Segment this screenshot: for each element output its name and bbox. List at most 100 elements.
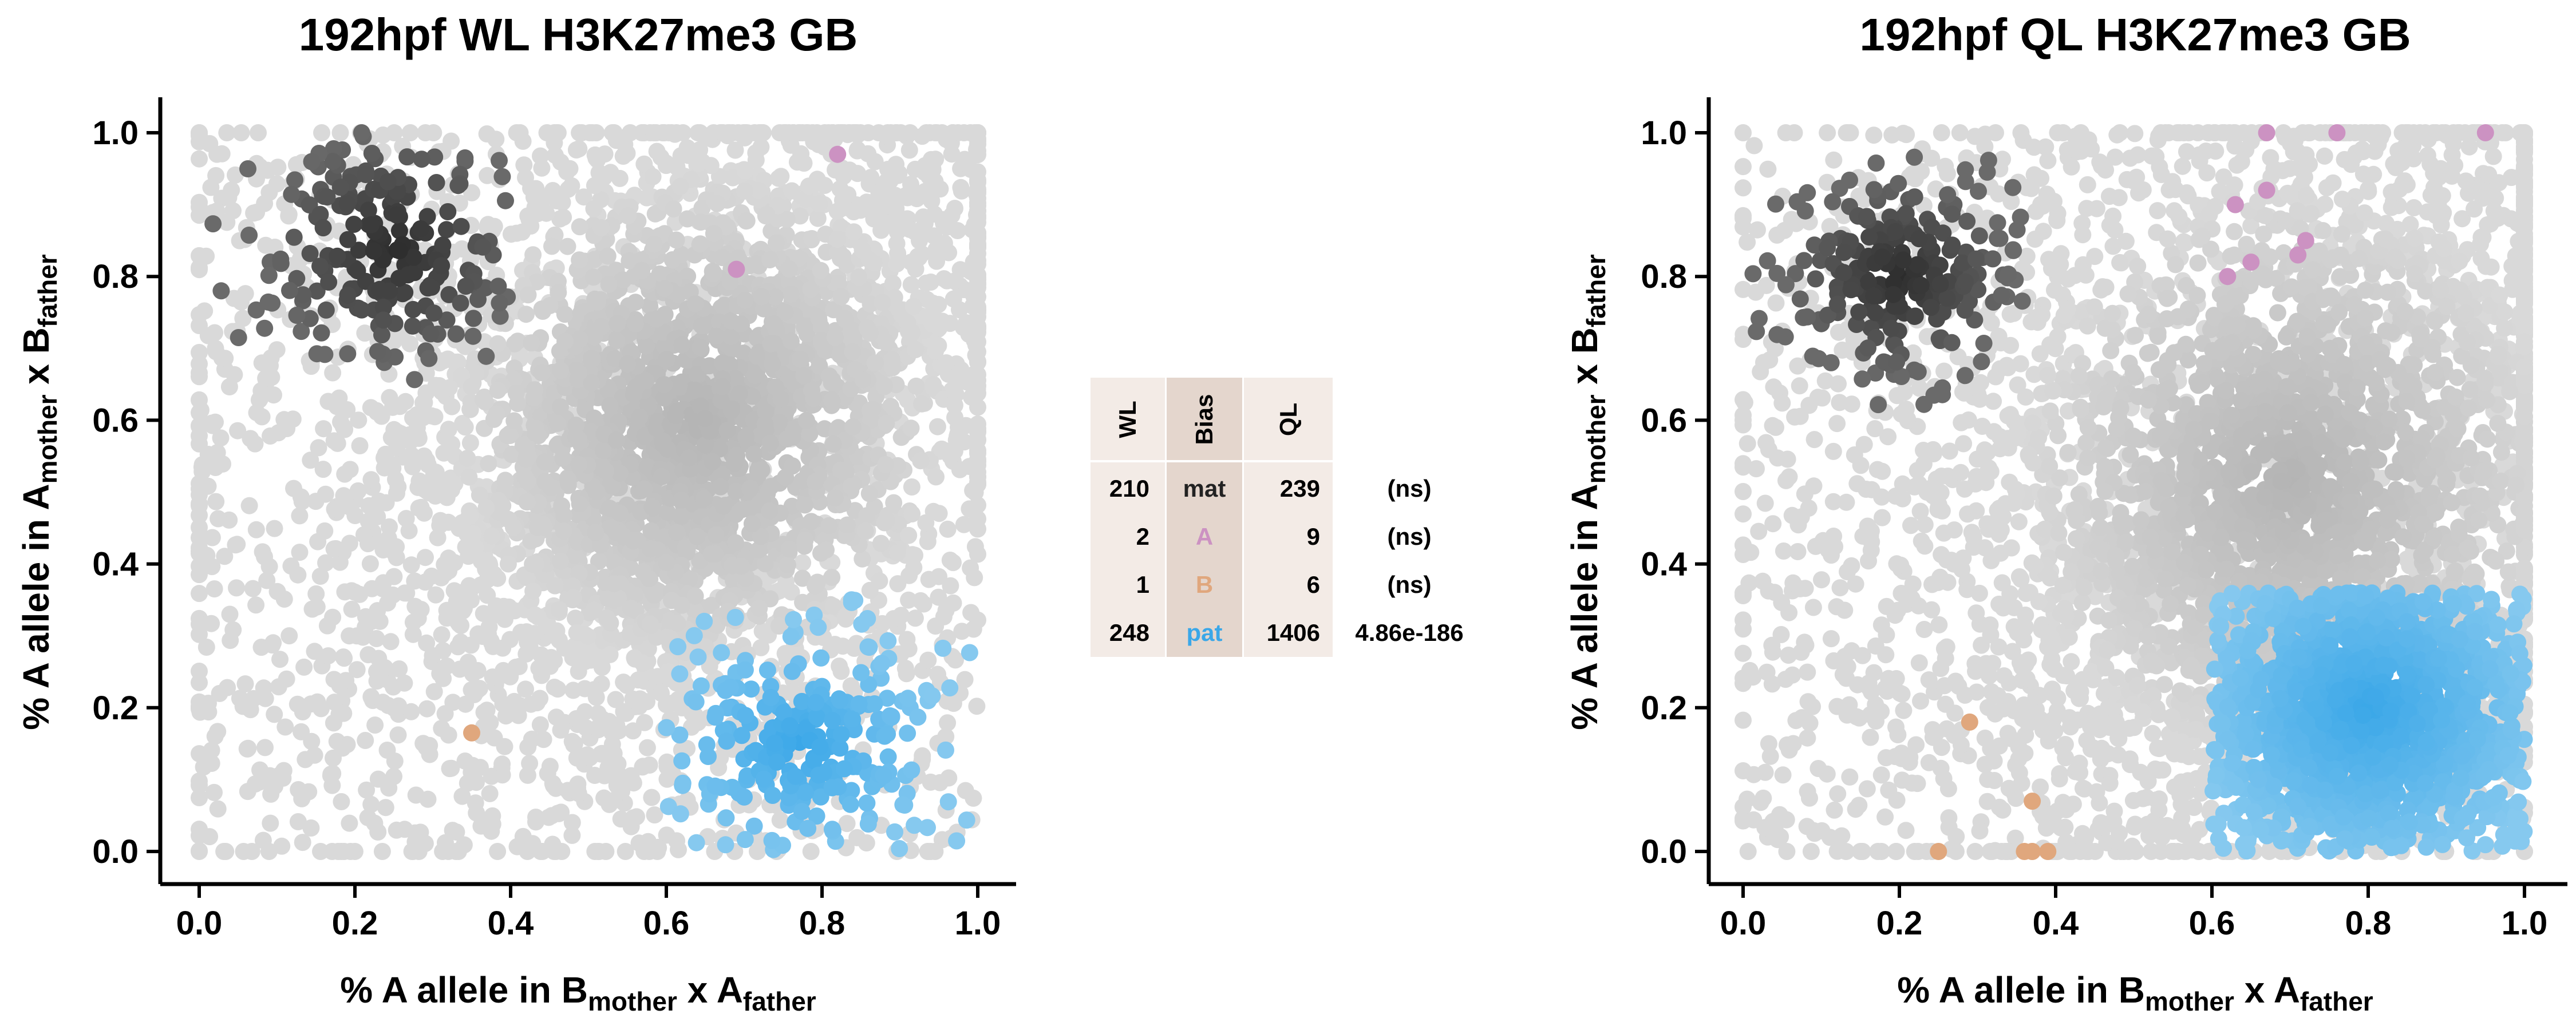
y-tick-label: 0.8 [92,258,139,295]
mat-point [371,280,389,298]
background-point [209,800,227,818]
pat-point [799,819,817,837]
background-point [641,615,659,633]
background-point [546,577,564,595]
y-tick-label: 0.6 [92,402,139,439]
background-point [919,533,937,550]
background-point [951,461,969,478]
background-point [903,505,921,522]
background-point [912,452,930,470]
mat-point [353,124,370,141]
background-point [285,480,302,497]
mat-point [420,350,438,367]
mat-point [434,236,452,254]
background-point [197,247,215,265]
background-point [519,766,536,784]
pat-point [906,817,923,834]
background-point [388,821,405,839]
background-point [848,142,866,160]
background-point [243,843,260,860]
background-point [871,572,888,590]
background-point [552,552,569,570]
background-point [584,268,602,286]
background-point [877,455,895,473]
background-point [772,390,790,408]
pat-point [673,752,691,770]
mat-point [388,206,405,224]
mat-point [281,282,298,299]
mat-point [329,247,346,265]
background-point [747,144,765,162]
background-point [206,783,223,801]
background-point [519,286,537,304]
background-point [554,449,572,467]
background-point [726,141,744,159]
background-point [727,534,745,552]
background-point [627,294,645,311]
background-point [961,500,978,518]
background-point [407,786,425,804]
background-point [335,649,353,667]
background-point [425,464,442,482]
background-point [262,785,280,803]
background-point [530,659,548,677]
background-point [533,364,551,382]
background-point [341,534,358,552]
x-tick-label: 0.0 [176,905,223,942]
background-point [817,541,835,559]
background-point [832,288,850,306]
background-point [2088,200,2105,217]
background-point [808,124,826,141]
background-point [907,341,924,358]
background-point [633,262,651,279]
background-point [969,266,986,284]
mat-point [439,203,457,220]
background-point [440,379,458,397]
background-point [878,512,895,529]
mat-point [413,150,430,168]
background-point [229,422,247,439]
background-point [733,557,750,575]
background-point [646,806,663,824]
background-point [477,499,495,517]
pat-point [859,815,877,833]
background-point [969,476,986,493]
background-point [957,782,974,799]
background-point [501,668,519,686]
pat-point [685,627,703,644]
background-point [449,638,467,656]
y-label-sub1-wl: mother [33,394,62,484]
plot-area-ql [1735,124,2533,860]
background-point [544,182,562,199]
background-point [794,554,812,572]
background-point [546,679,563,696]
background-point [369,823,387,841]
background-point [256,739,274,756]
background-point [401,124,419,141]
background-point [935,608,953,625]
background-point [555,506,572,524]
mat-point [398,148,416,166]
background-point [883,351,901,369]
background-point [206,580,223,598]
pat-point [886,823,903,841]
background-point [363,613,380,630]
background-point [567,417,584,434]
pat-point [687,693,705,711]
background-point [522,180,539,197]
background-point [753,461,771,479]
pat-point [846,592,864,609]
background-point [816,177,833,194]
background-point [576,680,594,698]
background-point [421,746,438,763]
background-point [250,124,267,141]
background-point [710,759,728,777]
background-point [191,545,208,562]
background-point [605,124,623,141]
pat-point [852,664,870,682]
background-point [366,716,384,734]
background-point [625,809,642,827]
background-point [489,604,507,621]
background-point [587,524,605,541]
background-point [688,528,706,545]
